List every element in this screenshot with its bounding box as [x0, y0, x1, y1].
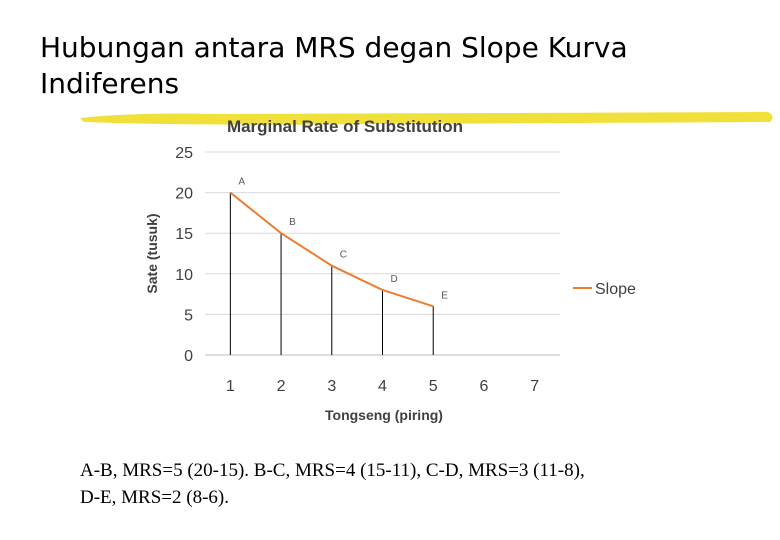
mrs-chart: Marginal Rate of Substitution 0510152025… — [144, 117, 636, 423]
slide-title-line-1: Hubungan antara MRS degan Slope Kurva — [40, 31, 628, 64]
legend-label-slope: Slope — [595, 281, 636, 298]
y-tick-label-15: 15 — [175, 226, 193, 243]
slide-title-line-2: Indiferens — [40, 67, 180, 100]
point-labels: A B C D E — [238, 177, 448, 302]
x-tick-label-6: 6 — [479, 378, 488, 395]
x-tick-label-4: 4 — [378, 378, 387, 395]
y-tick-label-25: 25 — [175, 145, 193, 162]
y-tick-label-5: 5 — [184, 307, 193, 324]
x-axis-tick-labels: 1 2 3 4 5 6 7 — [226, 378, 539, 395]
x-tick-label-7: 7 — [530, 378, 539, 395]
x-tick-label-3: 3 — [327, 378, 336, 395]
point-label-C: C — [340, 250, 347, 261]
chart-legend: Slope — [573, 281, 636, 298]
slide-title: Hubungan antara MRS degan Slope Kurva In… — [40, 30, 740, 102]
point-label-B: B — [289, 217, 296, 228]
y-tick-label-20: 20 — [175, 186, 193, 203]
x-tick-label-2: 2 — [277, 378, 286, 395]
caption: A-B, MRS=5 (20-15). B-C, MRS=4 (15-11), … — [80, 457, 760, 511]
slope-line — [229, 191, 434, 308]
y-tick-label-10: 10 — [175, 267, 193, 284]
x-tick-label-1: 1 — [226, 378, 235, 395]
point-label-E: E — [441, 290, 448, 301]
x-tick-label-5: 5 — [429, 378, 438, 395]
series-slope — [229, 191, 434, 308]
caption-line-2: D-E, MRS=2 (8-6). — [80, 487, 229, 508]
caption-line-1: A-B, MRS=5 (20-15). B-C, MRS=4 (15-11), … — [80, 460, 585, 481]
title-highlight-stroke — [80, 112, 773, 125]
y-tick-label-0: 0 — [184, 348, 193, 365]
point-label-D: D — [391, 274, 398, 285]
point-label-A: A — [238, 177, 245, 188]
y-axis-tick-labels: 0 5 10 15 20 25 — [175, 145, 193, 365]
chart-title: Marginal Rate of Substitution — [227, 117, 463, 136]
x-axis-label: Tongseng (piring) — [325, 407, 443, 423]
y-axis-label: Sate (tusuk) — [144, 213, 160, 293]
drop-lines — [229, 192, 434, 355]
